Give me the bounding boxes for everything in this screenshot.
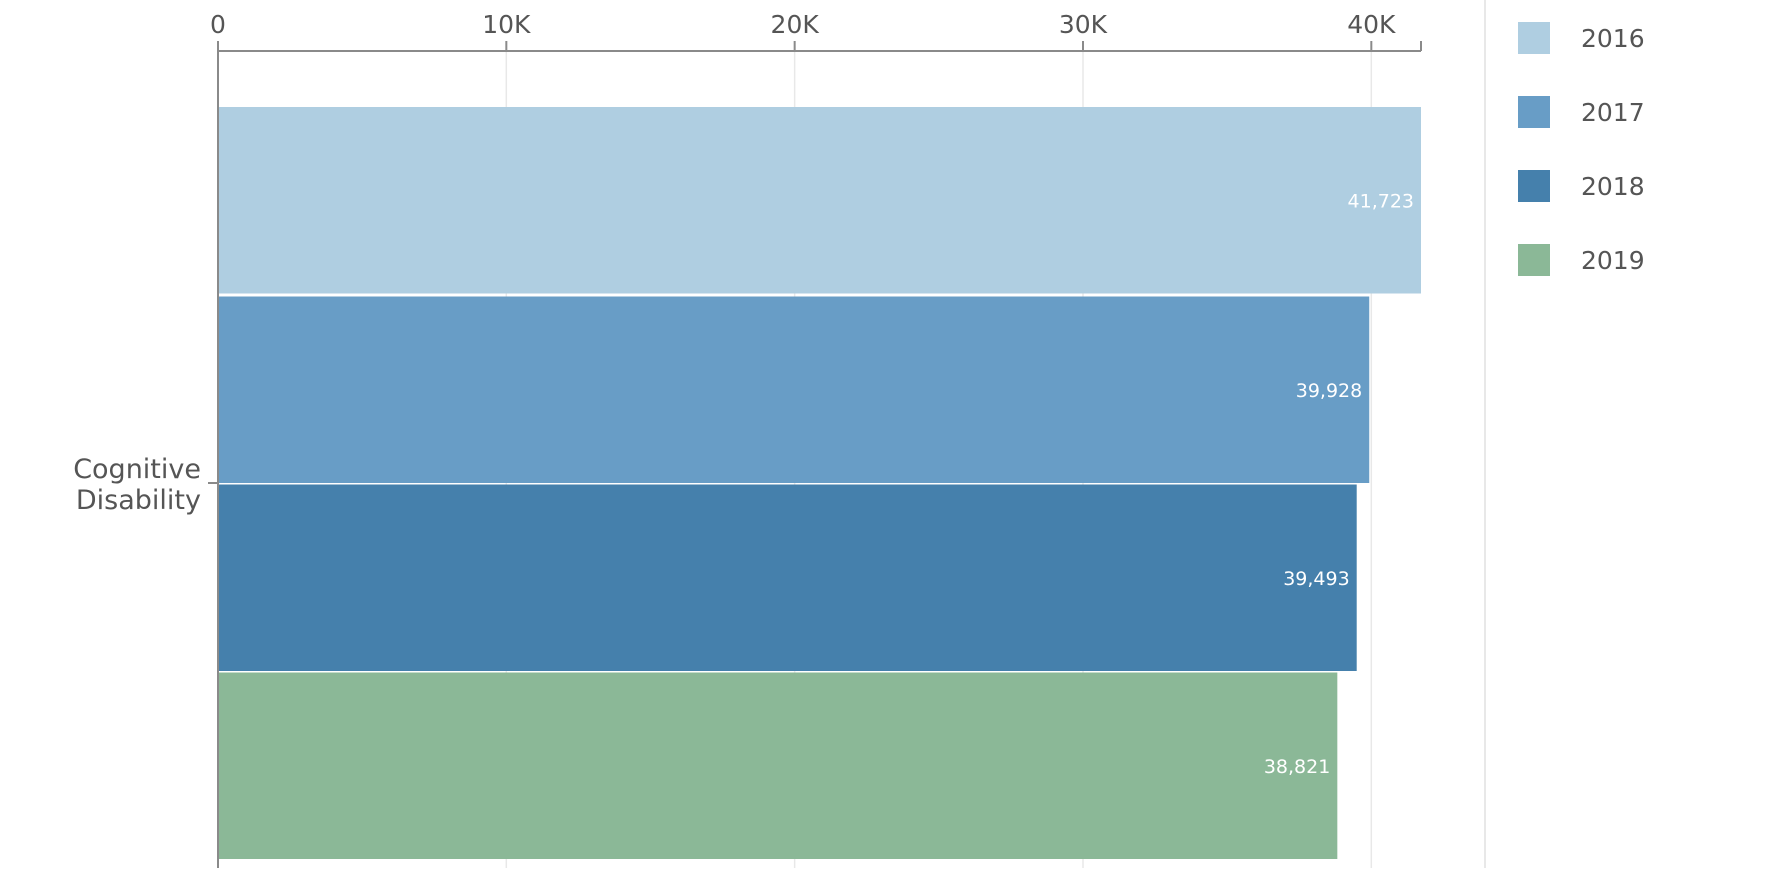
value-label-2017: 39,928 [1296,380,1362,402]
legend-item-2018[interactable]: 2018 [1518,170,1645,202]
legend-swatch-2018 [1518,170,1550,202]
x-tick-label-20K: 20K [771,10,820,39]
bar-2016[interactable] [218,107,1421,294]
bar-2018[interactable] [218,484,1357,672]
legend-item-2017[interactable]: 2017 [1518,96,1645,128]
legend-swatch-2016 [1518,22,1550,54]
bar-2019[interactable] [218,672,1338,860]
x-tick-label-30K: 30K [1059,10,1108,39]
value-label-2016: 41,723 [1348,190,1414,212]
legend-swatch-2017 [1518,96,1550,128]
category-label-line: Cognitive [73,454,201,485]
category-label-line: Disability [76,485,201,516]
legend-label-2017: 2017 [1581,98,1645,127]
legend-label-2018: 2018 [1581,172,1645,201]
legend-label-2016: 2016 [1581,24,1645,53]
legend-swatch-2019 [1518,244,1550,276]
legend-item-2019[interactable]: 2019 [1518,244,1645,276]
legend-label-2019: 2019 [1581,246,1645,275]
legend-item-2016[interactable]: 2016 [1518,22,1645,54]
x-tick-label-40K: 40K [1347,10,1396,39]
x-tick-label-10K: 10K [482,10,531,39]
value-label-2018: 39,493 [1283,568,1349,590]
bar-2017[interactable] [218,296,1370,484]
x-tick-label-0: 0 [210,10,226,39]
value-label-2019: 38,821 [1264,756,1330,778]
category-label: Cognitive Disability [73,454,201,516]
